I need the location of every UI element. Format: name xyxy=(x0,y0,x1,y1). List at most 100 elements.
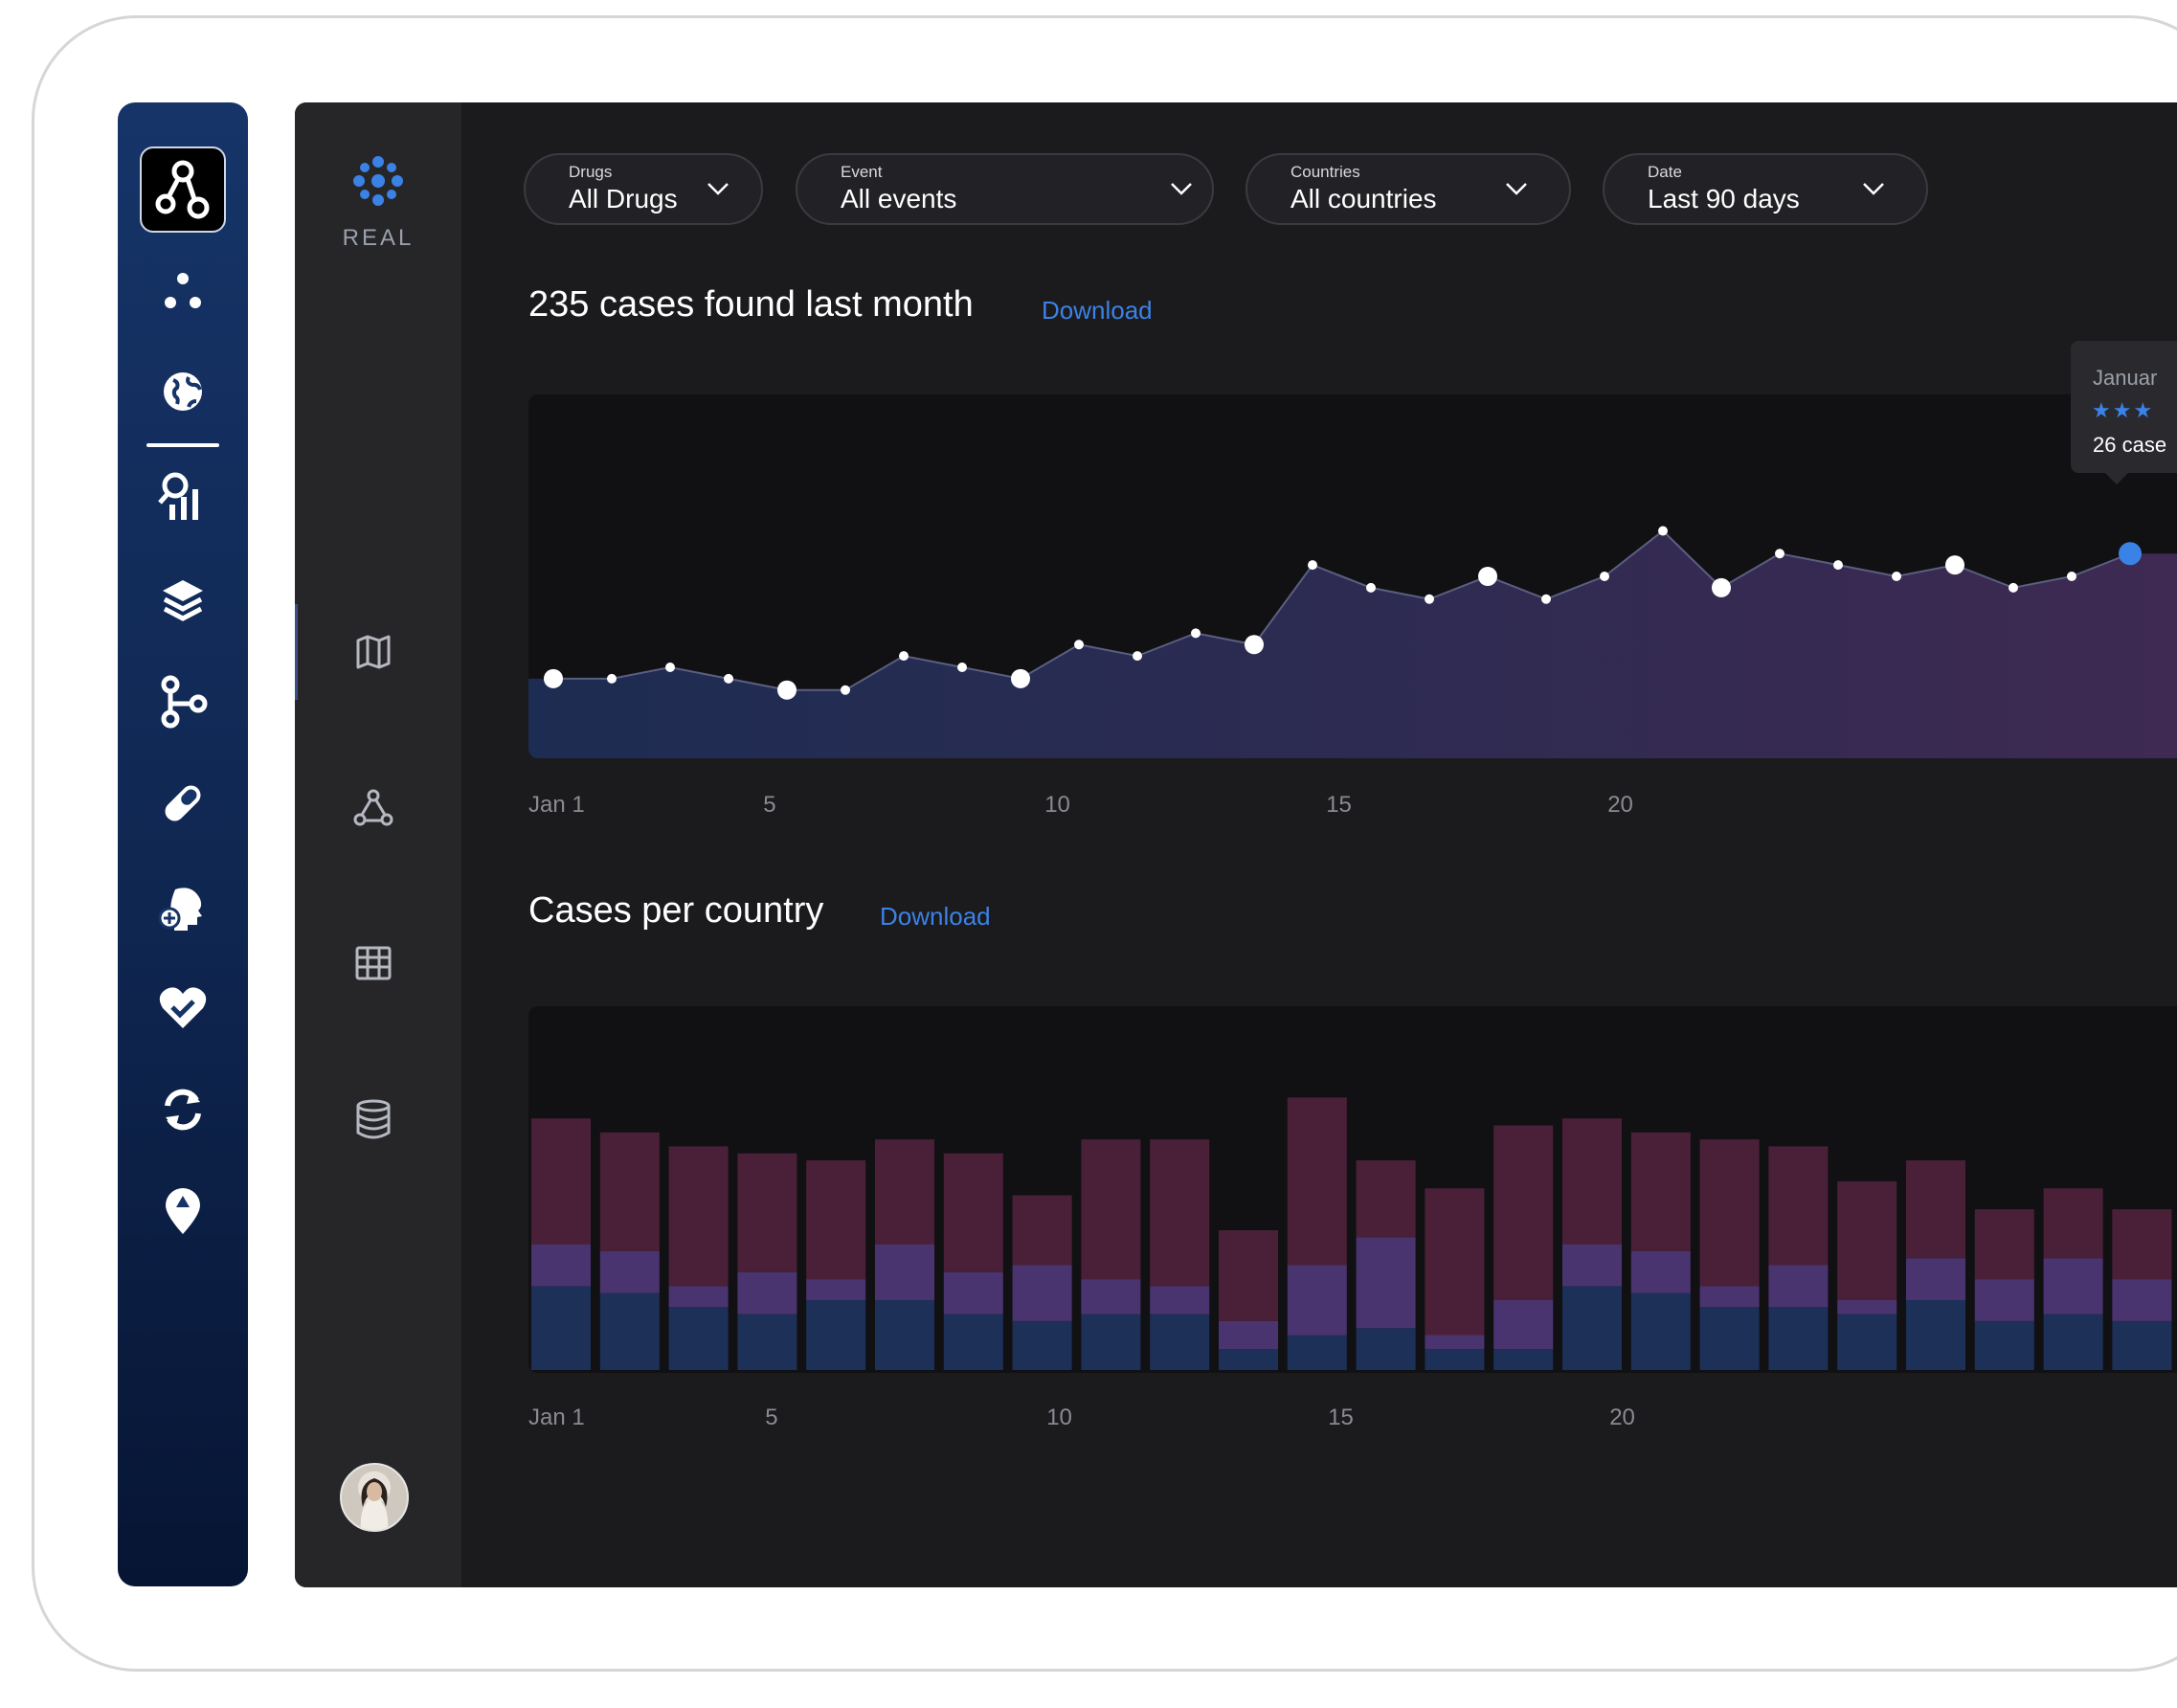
bar-segment-middle[interactable] xyxy=(1768,1265,1829,1308)
bar-segment-top[interactable] xyxy=(668,1146,729,1287)
bar-segment-middle[interactable] xyxy=(2112,1279,2172,1321)
data-point[interactable] xyxy=(777,680,797,700)
bar-segment-middle[interactable] xyxy=(737,1271,797,1315)
bar-segment-middle[interactable] xyxy=(806,1279,866,1300)
data-point[interactable] xyxy=(1478,567,1497,586)
data-point[interactable] xyxy=(1245,635,1264,655)
data-point[interactable] xyxy=(1945,555,1964,575)
data-point[interactable] xyxy=(957,663,967,672)
date-filter-dropdown[interactable]: Date Last 90 days xyxy=(1603,153,1928,225)
bar-segment-top[interactable] xyxy=(1012,1195,1072,1266)
bar-segment-bottom[interactable] xyxy=(599,1292,660,1370)
data-point[interactable] xyxy=(1191,628,1201,639)
data-point[interactable] xyxy=(1892,572,1901,581)
data-point[interactable] xyxy=(665,663,675,672)
bar-segment-bottom[interactable] xyxy=(1906,1300,1965,1370)
bar-segment-top[interactable] xyxy=(1425,1188,1485,1336)
sync-icon[interactable] xyxy=(154,1081,212,1138)
bar-segment-middle[interactable] xyxy=(1081,1279,1141,1315)
bar-segment-middle[interactable] xyxy=(875,1244,934,1300)
highlighted-data-point[interactable] xyxy=(2119,542,2142,566)
map-pin-icon[interactable] xyxy=(154,1182,212,1240)
data-point[interactable] xyxy=(899,651,909,662)
bar-segment-middle[interactable] xyxy=(599,1250,660,1293)
bar-segment-middle[interactable] xyxy=(1493,1300,1554,1350)
bar-segment-top[interactable] xyxy=(1493,1125,1554,1301)
cases-download-link[interactable]: Download xyxy=(1042,296,1153,325)
pill-icon[interactable] xyxy=(154,775,212,832)
bar-segment-bottom[interactable] xyxy=(875,1300,934,1370)
data-point[interactable] xyxy=(1658,526,1668,536)
data-point[interactable] xyxy=(1541,594,1551,604)
bar-segment-top[interactable] xyxy=(1906,1160,1965,1259)
bar-segment-top[interactable] xyxy=(1837,1180,1897,1300)
bar-segment-bottom[interactable] xyxy=(668,1307,729,1370)
data-point[interactable] xyxy=(1011,668,1030,688)
data-point[interactable] xyxy=(1074,640,1084,650)
layers-icon[interactable] xyxy=(154,572,212,629)
bar-segment-middle[interactable] xyxy=(531,1244,591,1287)
heart-check-icon[interactable] xyxy=(154,979,212,1037)
bar-segment-bottom[interactable] xyxy=(1493,1349,1554,1370)
bar-segment-bottom[interactable] xyxy=(1081,1314,1141,1370)
bar-segment-bottom[interactable] xyxy=(1219,1349,1278,1370)
bar-segment-bottom[interactable] xyxy=(1974,1320,2034,1370)
globe-icon[interactable] xyxy=(154,363,212,420)
bar-segment-top[interactable] xyxy=(1219,1230,1278,1321)
bar-segment-bottom[interactable] xyxy=(1150,1314,1210,1370)
bar-segment-top[interactable] xyxy=(1356,1160,1416,1238)
bar-segment-middle[interactable] xyxy=(1906,1258,1965,1300)
bar-segment-bottom[interactable] xyxy=(1768,1307,1829,1370)
bar-segment-middle[interactable] xyxy=(2043,1258,2103,1315)
bar-segment-bottom[interactable] xyxy=(2112,1320,2172,1370)
bar-segment-middle[interactable] xyxy=(1150,1286,1210,1315)
drugs-filter-dropdown[interactable]: Drugs All Drugs xyxy=(524,153,763,225)
bar-segment-bottom[interactable] xyxy=(1562,1286,1622,1370)
data-point[interactable] xyxy=(1366,582,1376,593)
bar-segment-top[interactable] xyxy=(1287,1097,1347,1266)
data-point[interactable] xyxy=(1600,572,1609,581)
bar-segment-middle[interactable] xyxy=(1974,1279,2034,1321)
bar-segment-top[interactable] xyxy=(1150,1139,1210,1287)
bar-segment-middle[interactable] xyxy=(1012,1265,1072,1321)
data-point[interactable] xyxy=(1133,651,1142,662)
bar-segment-bottom[interactable] xyxy=(806,1300,866,1370)
bar-segment-middle[interactable] xyxy=(1562,1244,1622,1287)
bar-segment-bottom[interactable] xyxy=(531,1286,591,1370)
molecule-icon[interactable] xyxy=(349,784,397,832)
bar-segment-middle[interactable] xyxy=(1425,1335,1485,1350)
bar-segment-top[interactable] xyxy=(1768,1146,1829,1266)
bar-segment-bottom[interactable] xyxy=(1012,1320,1072,1370)
bar-segment-top[interactable] xyxy=(1562,1118,1622,1245)
bar-segment-middle[interactable] xyxy=(1356,1237,1416,1329)
brand-logo-icon[interactable] xyxy=(348,150,409,216)
bar-segment-top[interactable] xyxy=(1699,1139,1760,1287)
bar-segment-middle[interactable] xyxy=(1219,1320,1278,1350)
data-point[interactable] xyxy=(1712,577,1731,597)
bar-segment-middle[interactable] xyxy=(1837,1300,1897,1315)
network-icon[interactable] xyxy=(140,146,226,233)
data-point[interactable] xyxy=(1833,560,1843,571)
bar-segment-top[interactable] xyxy=(875,1139,934,1245)
data-point[interactable] xyxy=(1308,560,1317,571)
bar-segment-bottom[interactable] xyxy=(1837,1314,1897,1370)
bar-segment-top[interactable] xyxy=(531,1118,591,1245)
bar-segment-bottom[interactable] xyxy=(1287,1335,1347,1371)
dots-icon[interactable] xyxy=(154,263,212,321)
event-filter-dropdown[interactable]: Event All events xyxy=(796,153,1214,225)
bar-segment-top[interactable] xyxy=(1630,1132,1691,1251)
bar-segment-top[interactable] xyxy=(943,1153,1003,1272)
countries-filter-dropdown[interactable]: Countries All countries xyxy=(1246,153,1571,225)
bar-segment-bottom[interactable] xyxy=(1356,1328,1416,1370)
bar-segment-middle[interactable] xyxy=(1699,1286,1760,1308)
analytics-icon[interactable] xyxy=(154,468,212,526)
bar-segment-bottom[interactable] xyxy=(2043,1314,2103,1370)
data-point[interactable] xyxy=(2067,572,2076,581)
bar-segment-top[interactable] xyxy=(2043,1188,2103,1259)
bar-segment-middle[interactable] xyxy=(943,1271,1003,1315)
data-point[interactable] xyxy=(2009,582,2018,593)
bar-segment-middle[interactable] xyxy=(1287,1265,1347,1336)
data-point[interactable] xyxy=(841,685,850,695)
data-point[interactable] xyxy=(607,673,617,684)
data-point[interactable] xyxy=(724,673,733,684)
